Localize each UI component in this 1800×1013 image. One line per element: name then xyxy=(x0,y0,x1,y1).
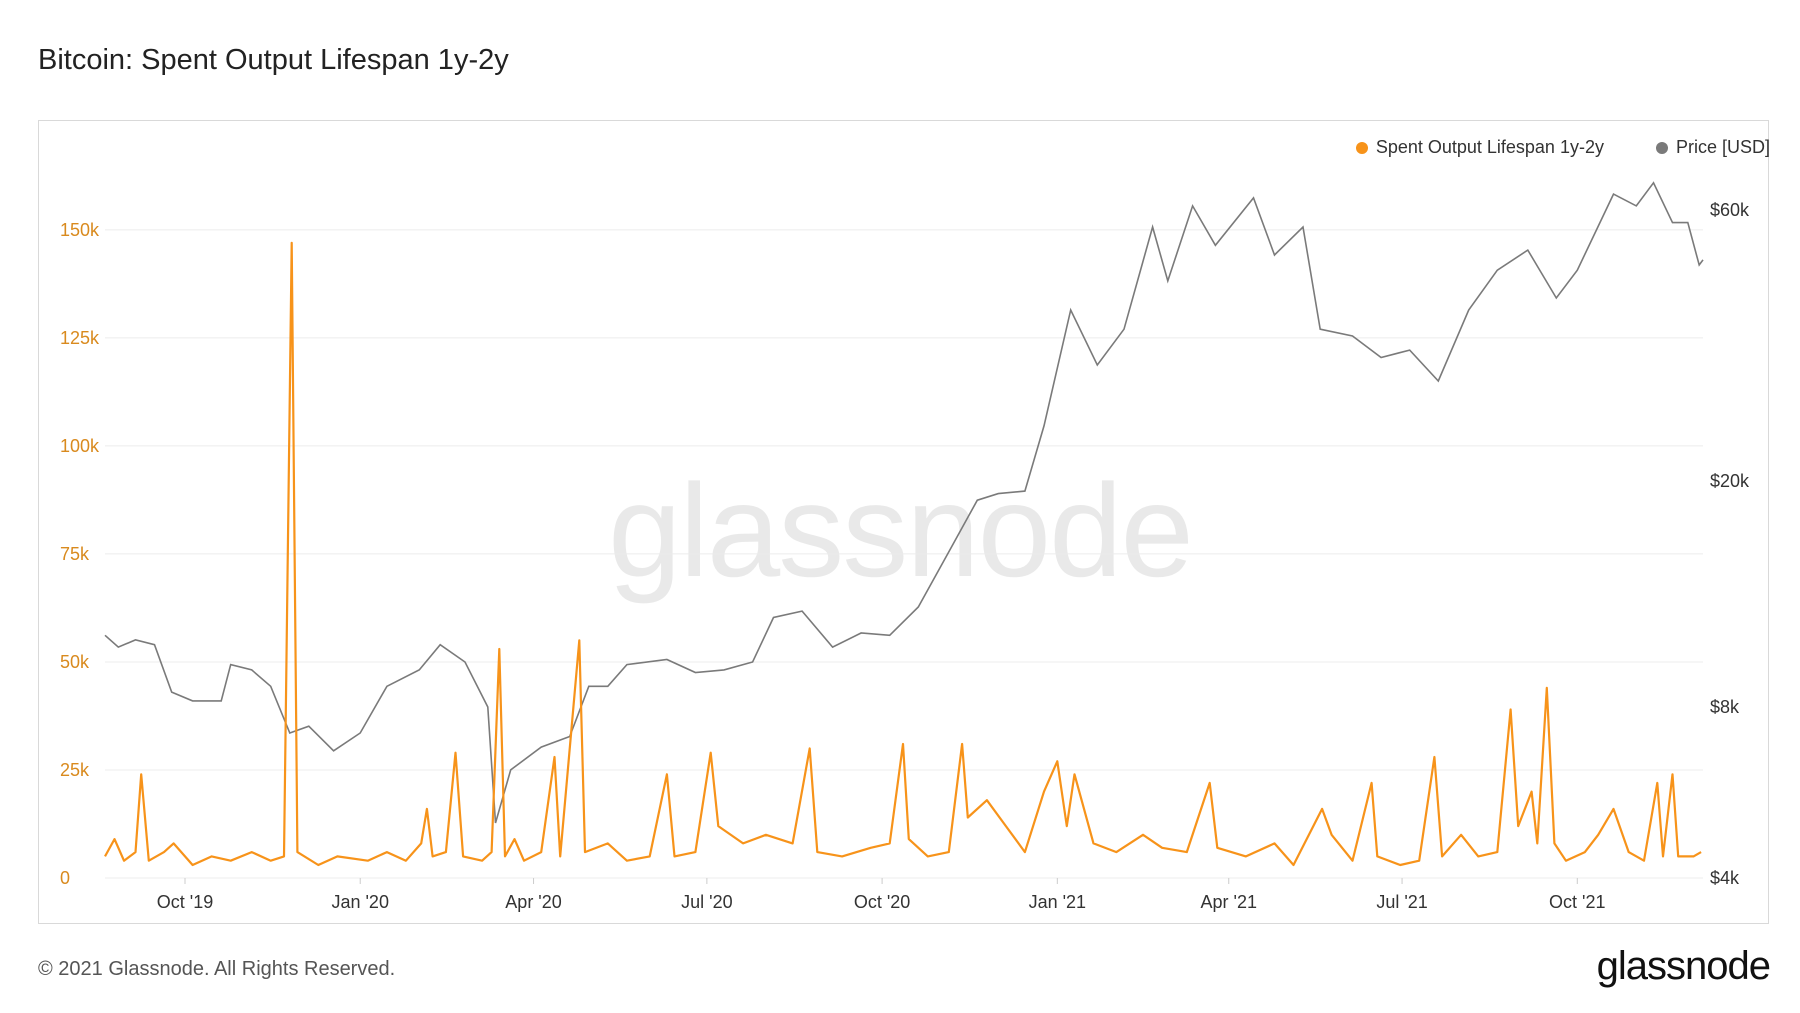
legend-dot-orange-icon xyxy=(1355,141,1368,154)
left-axis-tick-label: 25k xyxy=(60,760,90,780)
watermark: glassnode xyxy=(608,457,1194,604)
x-axis-tick-label: Apr '21 xyxy=(1201,892,1257,912)
left-axis-tick-label: 100k xyxy=(60,436,100,456)
copyright-footer: © 2021 Glassnode. All Rights Reserved. xyxy=(38,958,396,980)
x-axis-tick-label: Jan '21 xyxy=(1029,892,1086,912)
chart-title: Bitcoin: Spent Output Lifespan 1y-2y xyxy=(38,44,509,76)
right-axis-tick-label: $60k xyxy=(1710,200,1750,220)
series-line-spent-output-lifespan xyxy=(104,241,1702,867)
grid-lines xyxy=(105,229,1703,879)
legend: Spent Output Lifespan 1y-2y Price [USD] xyxy=(1355,137,1770,158)
right-axis-tick-label: $20k xyxy=(1710,471,1750,491)
series-line-price xyxy=(104,181,1704,824)
x-axis-tick-label: Jan '20 xyxy=(331,892,388,912)
left-axis-tick-label: 0 xyxy=(60,868,70,888)
legend-item-sopr[interactable]: Spent Output Lifespan 1y-2y xyxy=(1355,137,1604,158)
legend-label-price: Price [USD] xyxy=(1675,137,1770,157)
left-axis-tick-label: 75k xyxy=(60,544,90,564)
series-group xyxy=(104,181,1704,867)
left-axis-tick-label: 150k xyxy=(60,220,100,240)
x-axis-tick-label: Jul '20 xyxy=(681,892,732,912)
legend-dot-gray-icon xyxy=(1655,141,1668,154)
left-axis-ticks: 0 25k 50k 75k 100k 125k 150k xyxy=(60,220,100,888)
brand-logo[interactable]: glassnode xyxy=(1596,944,1771,988)
x-axis-tick-label: Oct '19 xyxy=(157,892,213,912)
x-axis-tick-label: Oct '21 xyxy=(1549,892,1605,912)
left-axis-tick-label: 50k xyxy=(60,652,90,672)
x-axis-tick-label: Oct '20 xyxy=(854,892,910,912)
x-axis-ticks: Oct '19 Jan '20 Apr '20 Jul '20 Oct '20 Jan '… xyxy=(157,878,1606,912)
chart-frame xyxy=(38,120,1769,924)
right-axis-ticks: $4k $8k $20k $60k xyxy=(1710,200,1750,888)
right-axis-tick-label: $4k xyxy=(1710,868,1740,888)
left-axis-tick-label: 125k xyxy=(60,328,100,348)
right-axis-tick-label: $8k xyxy=(1710,697,1740,717)
x-axis-tick-label: Jul '21 xyxy=(1376,892,1427,912)
x-axis-tick-label: Apr '20 xyxy=(505,892,561,912)
legend-label-sopr: Spent Output Lifespan 1y-2y xyxy=(1375,137,1604,157)
legend-item-price[interactable]: Price [USD] xyxy=(1655,137,1770,158)
